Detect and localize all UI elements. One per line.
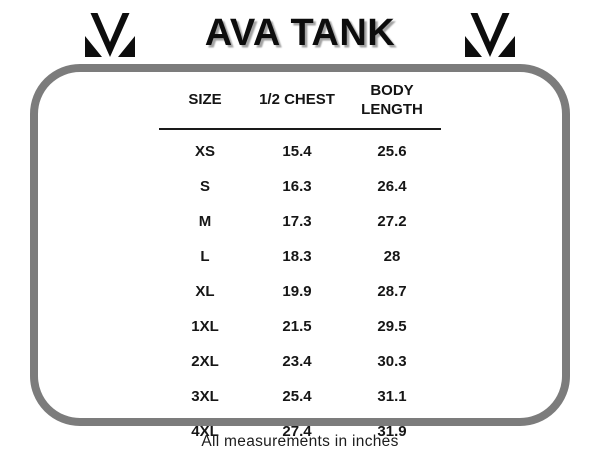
column-header-body-length: BODY LENGTH	[343, 76, 441, 130]
header: AVA TANK	[0, 0, 600, 66]
table-row: L 18.3 28	[159, 239, 441, 274]
half-chest-cell: 19.9	[282, 282, 312, 300]
table-row: 3XL 25.4 31.1	[159, 379, 441, 414]
page-title: AVA TANK	[204, 11, 396, 54]
half-chest-cell: 21.5	[282, 317, 312, 335]
body-length-cell: 28	[383, 247, 401, 265]
brand-logo-right	[465, 10, 516, 57]
half-chest-cell: 23.4	[282, 352, 312, 370]
size-cell: L	[200, 247, 210, 265]
size-cell: XL	[195, 282, 215, 300]
size-chart-frame: SIZE 1/2 CHEST BODY LENGTH XS 15.4 25.6 …	[30, 64, 570, 440]
half-chest-cell: 15.4	[282, 142, 312, 160]
size-cell: 4XL	[191, 422, 219, 440]
half-chest-cell: 16.3	[282, 177, 312, 195]
table-row: 4XL 27.4 31.9	[159, 414, 441, 449]
size-cell: 3XL	[191, 387, 219, 405]
body-length-cell: 31.1	[377, 387, 407, 405]
m-monogram-icon	[84, 12, 135, 57]
body-length-cell: 25.6	[377, 142, 407, 160]
half-chest-cell: 17.3	[282, 212, 312, 230]
size-table: SIZE 1/2 CHEST BODY LENGTH XS 15.4 25.6 …	[159, 76, 441, 449]
body-length-cell: 27.2	[377, 212, 407, 230]
table-row: XL 19.9 28.7	[159, 274, 441, 309]
size-cell: 1XL	[191, 317, 219, 335]
body-length-cell: 29.5	[377, 317, 407, 335]
body-length-cell: 31.9	[377, 422, 407, 440]
table-row: S 16.3 26.4	[159, 169, 441, 204]
table-row: 1XL 21.5 29.5	[159, 309, 441, 344]
body-length-cell: 30.3	[377, 352, 407, 370]
table-row: XS 15.4 25.6	[159, 129, 441, 169]
footer-note: All measurements in inches	[201, 433, 399, 450]
column-header-half-chest: 1/2 CHEST	[251, 76, 343, 130]
column-header-size: SIZE	[159, 76, 251, 130]
half-chest-cell: 25.4	[282, 387, 312, 405]
table-row: M 17.3 27.2	[159, 204, 441, 239]
body-length-cell: 26.4	[377, 177, 407, 195]
size-cell: XS	[194, 142, 215, 160]
table-row: 2XL 23.4 30.3	[159, 344, 441, 379]
size-cell: 2XL	[191, 352, 219, 370]
brand-logo-left	[84, 10, 135, 57]
half-chest-cell: 27.4	[282, 422, 312, 440]
half-chest-cell: 18.3	[282, 247, 312, 265]
size-cell: S	[199, 177, 210, 195]
body-length-cell: 28.7	[377, 282, 407, 300]
table-header-row: SIZE 1/2 CHEST BODY LENGTH	[159, 76, 441, 130]
m-monogram-icon	[465, 12, 516, 57]
size-cell: M	[198, 212, 212, 230]
